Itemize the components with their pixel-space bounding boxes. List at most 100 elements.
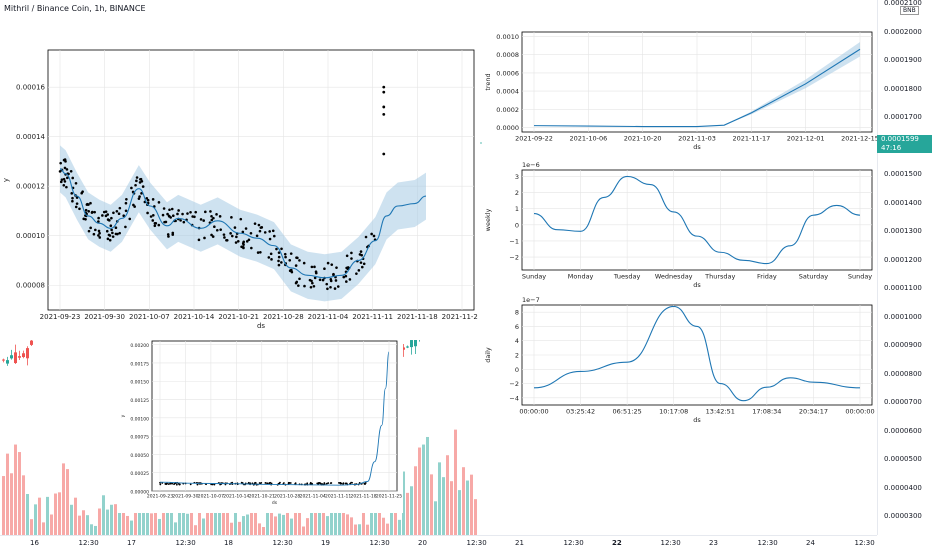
observed-point <box>125 197 128 201</box>
observed-point <box>303 284 306 288</box>
observed-point <box>97 229 101 233</box>
time-axis-label: 12:30 <box>466 539 487 547</box>
volume-bar <box>190 511 193 535</box>
observed-point <box>182 220 186 224</box>
observed-point <box>213 225 216 228</box>
observed-point <box>146 211 149 215</box>
observed-point <box>151 219 155 222</box>
volume-bar <box>146 511 149 535</box>
observed-point <box>141 185 145 188</box>
plot-frame <box>47 49 475 311</box>
observed-point <box>157 201 161 204</box>
observed-point <box>225 239 228 242</box>
price-axis-label: 0.0001400 <box>884 198 922 207</box>
volume-bar <box>122 503 125 535</box>
observed-point <box>134 183 137 187</box>
x-tick-label: 2021-11-03 <box>678 135 716 143</box>
time-axis-label: 17 <box>127 539 136 547</box>
observed-point <box>210 214 213 218</box>
price-axis-label: 0.0001500 <box>884 170 922 178</box>
exchange-badge: BNB <box>900 6 919 15</box>
x-tick-label: 2021-10-07 <box>198 494 224 500</box>
observed-point <box>167 483 170 485</box>
price-axis-label: 0.0000800 <box>884 369 922 378</box>
volume-bar <box>350 517 353 535</box>
volume-bar <box>330 497 333 535</box>
observed-point <box>344 482 347 485</box>
observed-point <box>139 178 142 181</box>
volume-bar <box>374 495 377 535</box>
volume-bar <box>90 524 93 535</box>
volume-bar <box>182 508 185 535</box>
observed-point <box>333 287 337 290</box>
volume-bar <box>302 526 305 535</box>
time-axis-label: 12:30 <box>272 539 293 547</box>
time-axis-label: 20 <box>418 539 427 547</box>
time-axis-label: 22 <box>612 539 622 547</box>
x-tick-label: 2021-12-01 <box>787 135 825 143</box>
observed-point <box>277 263 281 267</box>
observed-point <box>78 207 81 211</box>
price-axis[interactable]: 0.0002100 0.0002000 0.0001900 0.0001800 0.00… <box>877 0 932 535</box>
y-tick-label: 0.00125 <box>130 398 149 404</box>
observed-point <box>94 228 97 232</box>
observed-point <box>196 483 199 486</box>
observed-point <box>106 213 110 216</box>
volume-bar <box>290 518 293 535</box>
price-axis-label: 0.0002000 <box>884 27 922 36</box>
volume-bar <box>278 513 281 535</box>
volume-bar <box>218 497 221 535</box>
price-axis-label: 0.0000400 <box>884 483 922 492</box>
uncertainty-band <box>60 145 426 302</box>
x-tick-label: 00:00:00 <box>845 408 874 416</box>
observed-point <box>104 214 108 218</box>
volume-bar <box>134 506 137 535</box>
observed-point <box>87 229 91 233</box>
x-tick-label: 2021-11-25 <box>442 313 478 321</box>
volume-bar <box>86 515 89 535</box>
volume-bar <box>238 521 241 535</box>
volume-bar <box>118 496 121 535</box>
observed-point <box>106 237 110 241</box>
observed-point <box>204 210 207 214</box>
x-tick-label: Thursday <box>704 273 735 281</box>
x-tick-label: 2021-11-17 <box>732 135 770 143</box>
price-axis-label: 0.0001000 <box>884 312 922 321</box>
observed-point <box>122 214 126 218</box>
observed-point <box>350 481 353 484</box>
observed-point <box>325 282 329 286</box>
y-tick-label: 0.00016 <box>16 84 45 92</box>
observed-point <box>362 262 366 266</box>
observed-point <box>67 172 70 176</box>
candle-body <box>30 340 33 345</box>
volume-bar <box>418 447 421 535</box>
observed-point <box>58 170 62 173</box>
volume-bar <box>306 518 309 535</box>
volume-bar <box>106 509 109 535</box>
volume-bar <box>42 522 45 535</box>
volume-bar <box>398 519 401 535</box>
observed-point <box>170 207 174 211</box>
observed-point <box>210 233 213 237</box>
observed-point <box>181 212 184 216</box>
observed-point <box>329 278 333 281</box>
observed-point <box>313 276 317 280</box>
observed-point <box>370 232 373 236</box>
observed-point <box>258 229 262 233</box>
time-axis-label: 12:30 <box>563 539 584 547</box>
volume-bar <box>310 502 313 535</box>
observed-point <box>164 220 168 224</box>
y-axis-label: daily <box>484 347 492 363</box>
observed-point <box>345 254 349 258</box>
time-axis[interactable]: 16 12:30 17 12:30 18 12:30 19 12:30 20 12:30 21 12:… <box>0 535 877 551</box>
observed-point <box>289 252 293 255</box>
x-tick-label: Sunday <box>848 273 872 281</box>
observed-point <box>62 177 66 181</box>
volume-bar <box>286 508 289 535</box>
volume-bar <box>474 499 477 535</box>
observed-point <box>108 234 112 237</box>
observed-point <box>153 222 157 225</box>
x-tick-label: Friday <box>757 273 777 281</box>
volume-bar <box>314 502 317 535</box>
observed-point <box>87 209 90 213</box>
